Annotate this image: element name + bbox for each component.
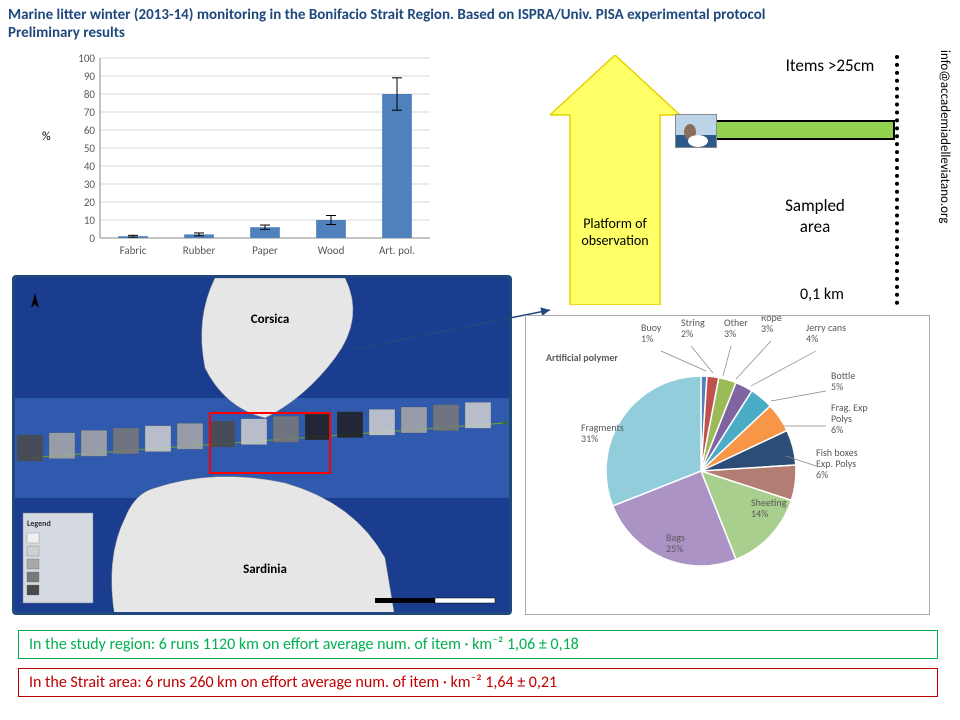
svg-text:Paper: Paper bbox=[252, 244, 278, 257]
distance-label: 0,1 km bbox=[800, 285, 844, 304]
platform-arrow bbox=[550, 55, 680, 305]
svg-text:Rope3%: Rope3% bbox=[761, 316, 782, 335]
svg-text:Fish boxesExp. Polys6%: Fish boxesExp. Polys6% bbox=[816, 446, 858, 481]
svg-text:Artificial polymer: Artificial polymer bbox=[546, 351, 618, 364]
bar-chart: 0 10 20 30 40 50 60 70 80 90 100 Fabric Rubber Paper W… bbox=[60, 48, 440, 268]
sampled-area-box bbox=[715, 120, 895, 140]
sampled-area-label: Sampled area bbox=[765, 195, 865, 237]
observer-photo bbox=[675, 114, 717, 148]
svg-text:Corsica: Corsica bbox=[251, 312, 290, 327]
contact-email: info@accademiadelleviatano.org bbox=[937, 50, 952, 310]
svg-text:80: 80 bbox=[84, 88, 96, 101]
svg-text:String2%: String2% bbox=[681, 316, 705, 340]
svg-text:Fabric: Fabric bbox=[120, 244, 147, 257]
sampled-label-2: area bbox=[800, 216, 830, 237]
svg-text:Bottle5%: Bottle5% bbox=[831, 369, 855, 393]
svg-text:Jerry cans4%: Jerry cans4% bbox=[806, 321, 846, 345]
platform-label-1: Platform of bbox=[583, 215, 647, 232]
svg-text:Wood: Wood bbox=[318, 244, 345, 257]
svg-text:40: 40 bbox=[84, 160, 96, 173]
svg-text:30: 30 bbox=[84, 178, 96, 191]
svg-text:50: 50 bbox=[84, 142, 96, 155]
svg-text:0: 0 bbox=[89, 232, 95, 245]
platform-label: Platform of observation bbox=[560, 215, 670, 249]
svg-text:Sardinia: Sardinia bbox=[243, 562, 287, 577]
pie-chart-panel: Artificial polymer Buoy1% String2% Other3% R… bbox=[525, 315, 930, 615]
svg-text:Buoy1%: Buoy1% bbox=[641, 321, 662, 345]
platform-label-2: observation bbox=[581, 232, 648, 249]
svg-text:Legend: Legend bbox=[27, 519, 51, 529]
svg-text:Frag. ExpPolys6%: Frag. ExpPolys6% bbox=[831, 401, 868, 436]
svg-text:90: 90 bbox=[84, 70, 96, 83]
title-line-1: Marine litter winter (2013-14) monitorin… bbox=[8, 6, 765, 24]
dotted-vertical bbox=[895, 55, 899, 305]
svg-text:Other3%: Other3% bbox=[724, 316, 748, 340]
sampled-label-1: Sampled bbox=[785, 195, 845, 216]
items-label: Items >25cm bbox=[760, 55, 900, 76]
result-strait-area: In the Strait area: 6 runs 260 km on eff… bbox=[18, 668, 938, 697]
svg-text:20: 20 bbox=[84, 196, 96, 209]
title-line-2: Preliminary results bbox=[8, 24, 125, 42]
svg-text:Rubber: Rubber bbox=[183, 244, 216, 257]
svg-text:10: 10 bbox=[84, 214, 96, 227]
svg-text:Art. pol.: Art. pol. bbox=[379, 244, 415, 257]
bar-chart-ylabel: % bbox=[42, 130, 51, 144]
svg-text:100: 100 bbox=[78, 52, 95, 65]
svg-text:60: 60 bbox=[84, 124, 96, 137]
svg-text:70: 70 bbox=[84, 106, 96, 119]
result-study-region: In the study region: 6 runs 1120 km on e… bbox=[18, 630, 938, 659]
svg-text:Bags25%: Bags25% bbox=[666, 531, 685, 555]
